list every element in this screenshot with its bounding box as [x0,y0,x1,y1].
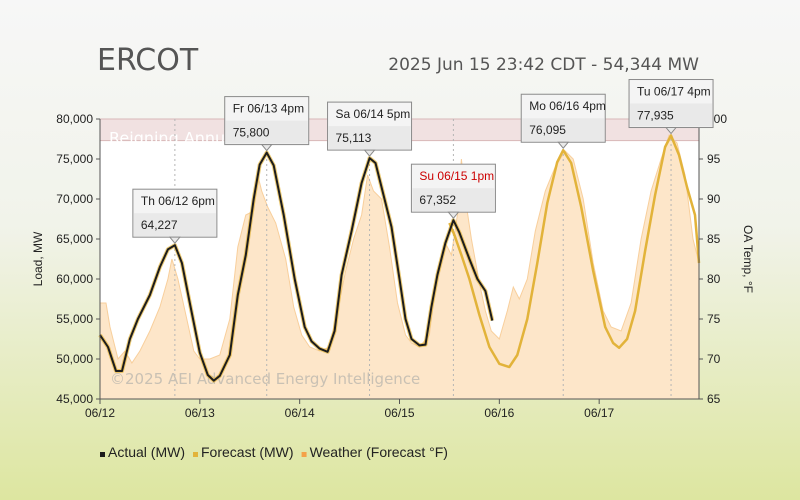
legend-swatch [100,452,105,457]
callout-time: Tu 06/17 4pm [637,85,711,99]
x-tick-label: 06/12 [85,406,115,420]
callout-value: 77,935 [637,109,674,123]
callout-value-band [225,120,308,144]
legend-label: Weather (Forecast °F) [310,444,448,460]
peak-callout: Mo 06/16 4pm 76,095 [520,93,606,150]
weather-forecast-area [99,134,700,400]
callout-value: 67,352 [419,193,456,207]
y-left-tick-label: 55,000 [56,312,93,326]
peak-callout: Su 06/15 1pm 67,352 [410,163,496,219]
legend-swatch [193,452,198,457]
y-right-tick-label: 90 [707,192,721,206]
watermark: ©2025 AEI Advanced Energy Intelligence [110,370,420,388]
watermark-text: ©2025 AEI Advanced Energy Intelligence [110,370,420,388]
x-tick-label: 06/17 [584,406,614,420]
x-tick-label: 06/15 [384,406,414,420]
legend-swatch [301,452,307,457]
y-right-tick-label: 70 [707,352,721,366]
callout-time: Su 06/15 1pm [419,169,494,183]
y-left-tick-label: 60,000 [56,272,93,286]
callout-value-band [412,188,495,212]
peak-callout: Fr 06/13 4pm 75,800 [224,96,310,152]
page-subtitle: 2025 Jun 15 23:42 CDT - 54,344 MW [388,55,699,75]
weather-area [99,134,700,400]
y-left-axis-label: Load, MW [31,231,45,286]
callout-time: Mo 06/16 4pm [529,99,606,113]
y-left-tick-label: 45,000 [56,392,93,406]
callout-pointer [260,144,273,152]
y-right-axis-label: OA Temp, °F [741,225,755,293]
callout-value: 64,227 [141,218,178,232]
callout-time: Sa 06/14 5pm [336,107,411,121]
actual-line [99,151,494,382]
x-tick-label: 06/13 [185,406,215,420]
x-tick-label: 06/16 [484,406,514,420]
y-right-tick-label: 85 [707,232,721,246]
y-left-tick-label: 70,000 [56,192,93,206]
y-right-tick-label: 80 [707,272,721,286]
callout-value-band [522,118,605,142]
callout-pointer [664,127,678,135]
legend: Actual (MW) Forecast (MW) Weather (Forecas… [100,444,448,460]
callout-value-band [133,213,216,237]
callout-value: 75,113 [336,131,372,145]
callout-time: Fr 06/13 4pm [233,102,304,116]
callout-pointer [557,141,570,150]
callout-pointer [168,236,181,244]
page-title: ERCOT [97,43,199,78]
callout-value-band [328,126,411,150]
callout-pointer [447,211,460,219]
series-lines [98,134,701,383]
callout-pointer [363,149,376,157]
y-right-tick-label: 95 [707,152,721,166]
callout-time: Th 06/12 6pm [141,194,215,208]
callout-value: 75,800 [233,126,270,140]
y-right-tick-label: 65 [707,392,721,406]
axes: 45,000 50,000 55,000 60,000 65,000 70,000 75,0… [31,112,755,420]
peak-callout: Th 06/12 6pm 64,227 [132,188,218,244]
legend-label: Forecast (MW) [201,444,294,460]
y-left-tick-label: 50,000 [56,352,93,366]
legend-label: Actual (MW) [108,444,185,460]
callout-value-band [630,103,713,127]
peak-callouts: Th 06/12 6pm 64,227 Fr 06/13 4pm 75,800 Sa 0… [132,79,714,244]
peak-callout: Sa 06/14 5pm 75,113 [327,101,413,157]
y-right-tick-label: 75 [707,312,721,326]
x-tick-label: 06/14 [285,406,315,420]
forecast-line [448,134,701,369]
y-left-tick-label: 80,000 [56,112,93,126]
callout-value: 76,095 [529,123,566,137]
y-left-tick-label: 75,000 [56,152,93,166]
peak-callout: Tu 06/17 4pm 77,935 [628,79,714,135]
y-left-tick-label: 65,000 [56,232,93,246]
